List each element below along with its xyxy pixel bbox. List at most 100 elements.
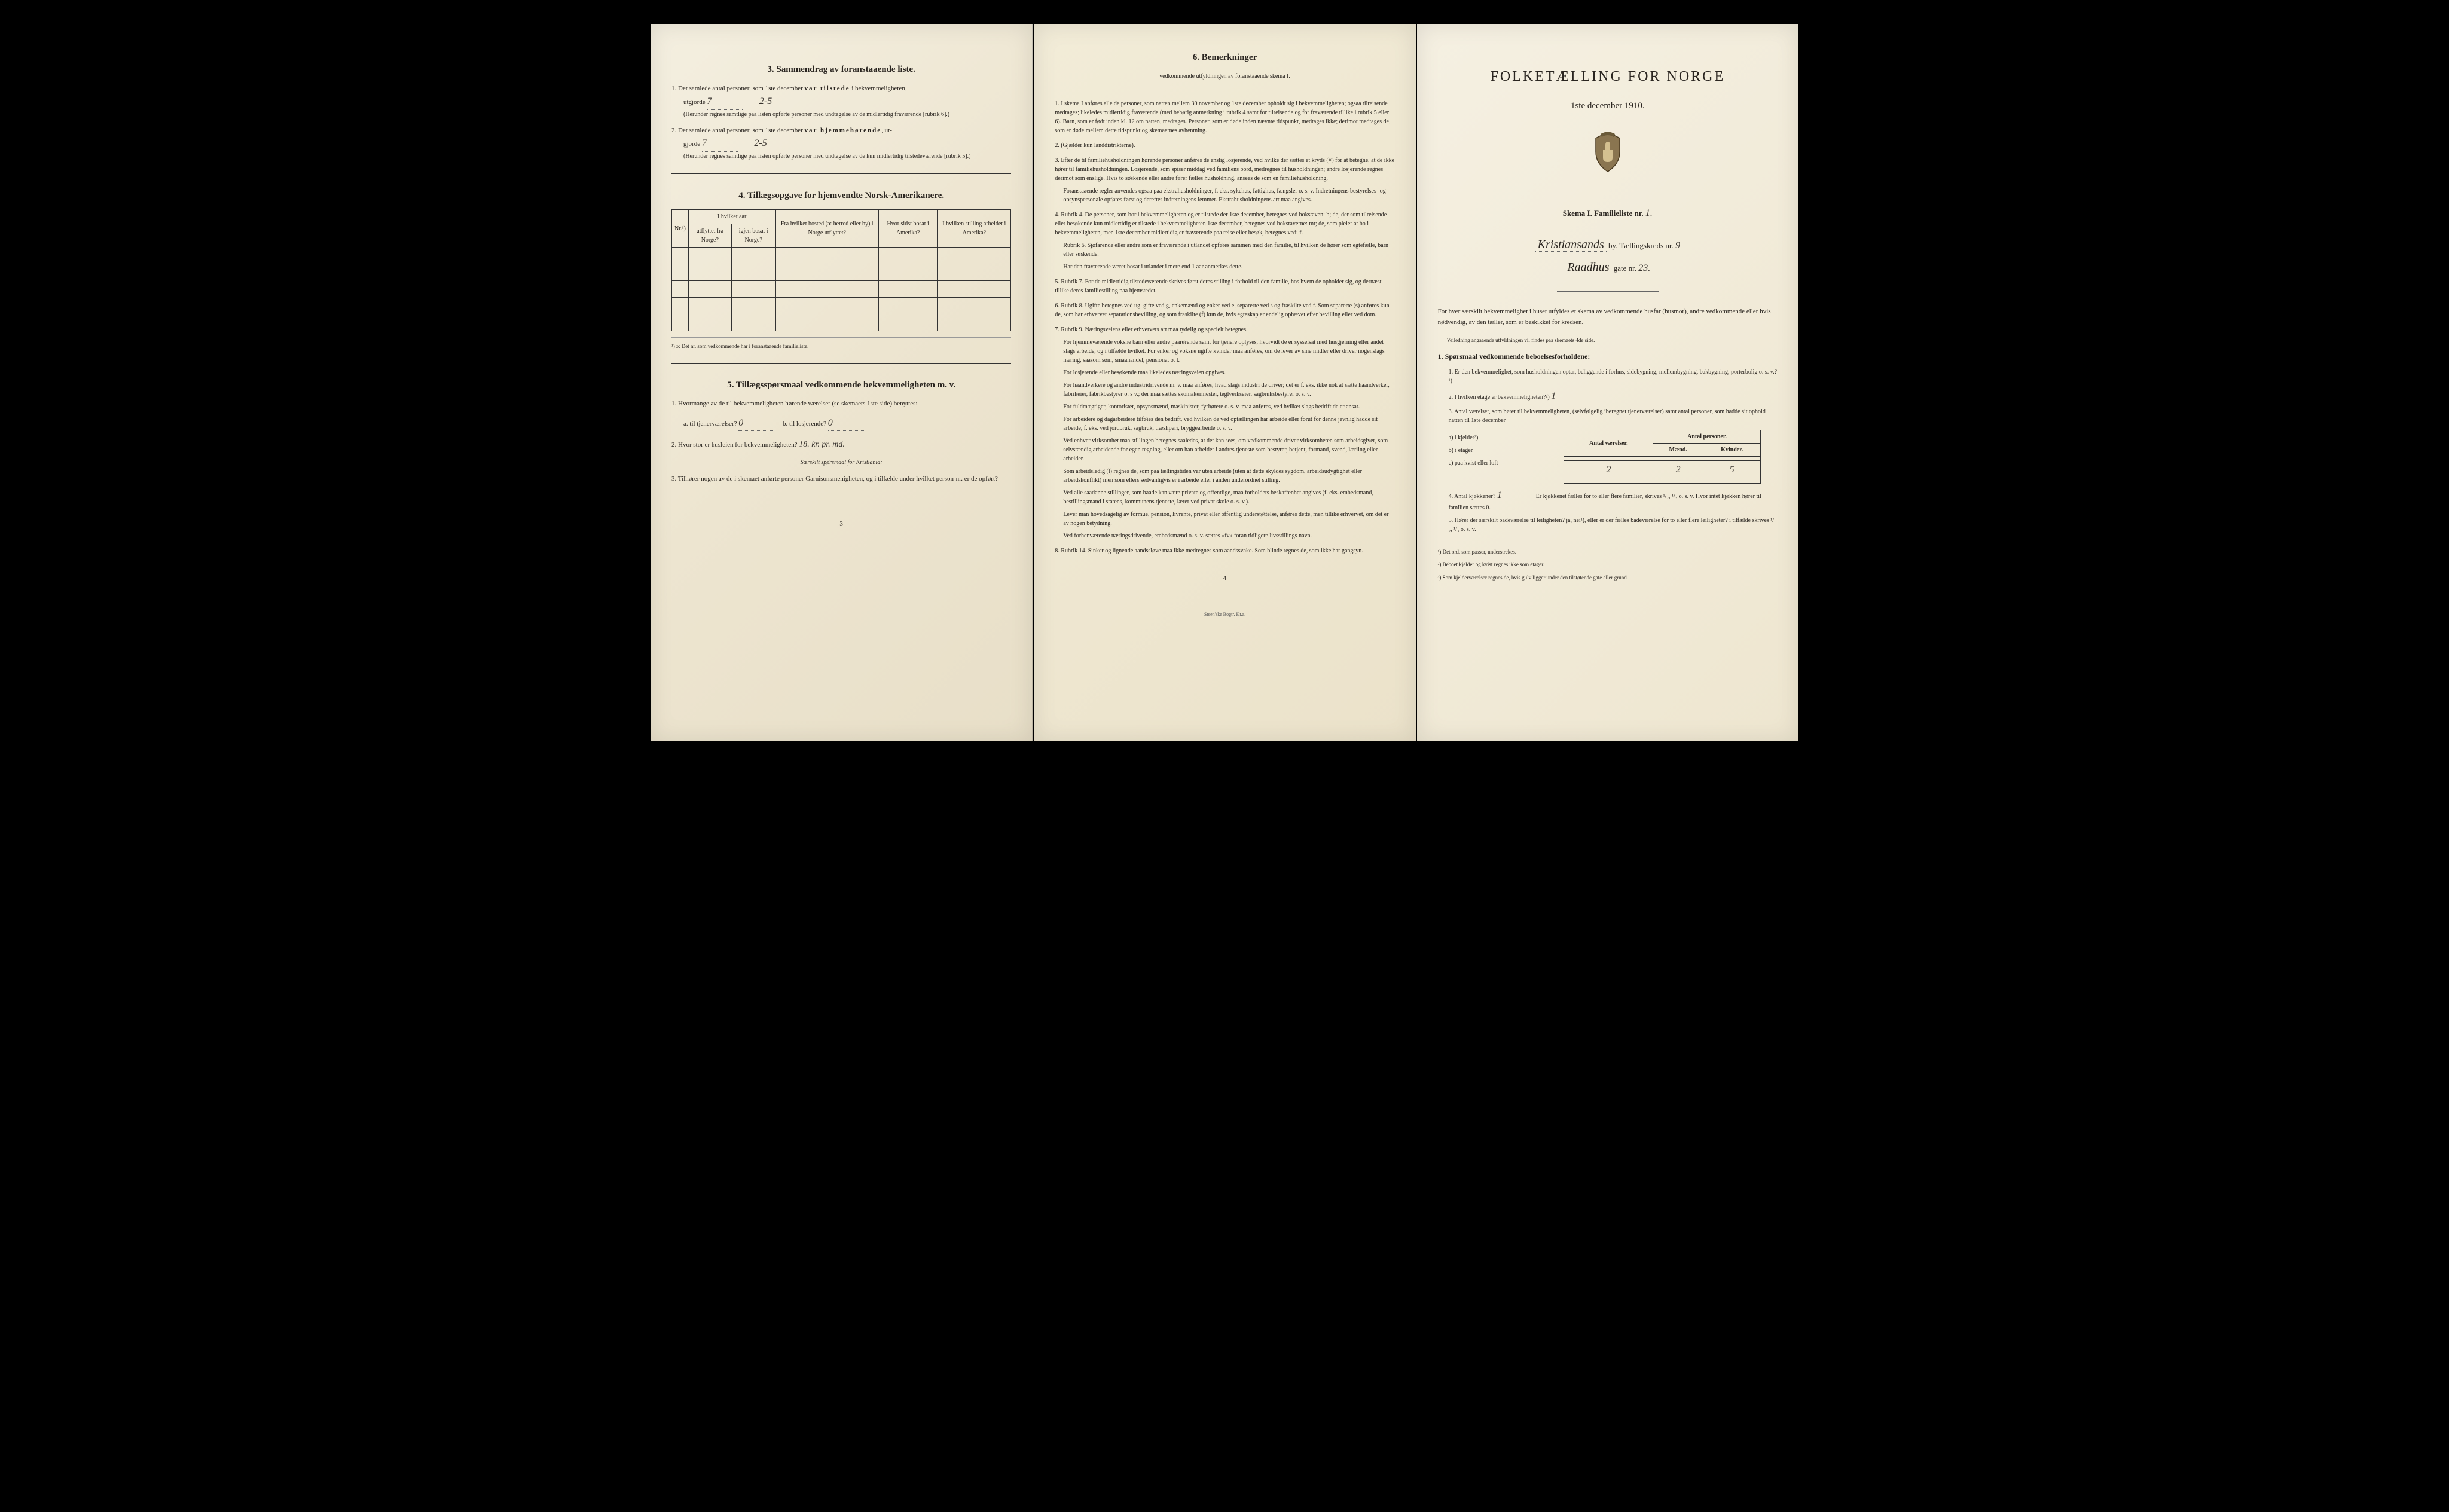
mid-rule <box>1557 291 1659 292</box>
table-row <box>1564 456 1761 460</box>
city-suffix: by. Tællingskreds nr. <box>1608 241 1674 250</box>
rowB-k: 5 <box>1703 460 1761 479</box>
tbl-col1: Nr.¹) <box>672 210 689 248</box>
item2-bold: var hjemmehørende <box>805 127 882 134</box>
footnote-rule <box>671 337 1011 338</box>
item2-val2: 2-5 <box>754 138 767 148</box>
bemerkning-item: 5. Rubrik 7. For de midlertidig tilstede… <box>1055 277 1394 295</box>
table-row <box>672 314 1011 331</box>
divider-45 <box>671 363 1011 364</box>
publisher: Steen'ske Bogtr. Kr.a. <box>1055 611 1394 618</box>
bemerkninger-list: 1. I skema I anføres alle de personer, s… <box>1055 99 1394 555</box>
item1-note: (Herunder regnes samtlige paa listen opf… <box>671 110 1011 120</box>
section5-q2: 2. Hvor stor er husleien for bekvemmelig… <box>671 438 1011 451</box>
rowB-v: 2 <box>1564 460 1653 479</box>
sp4: 4. Antal kjøkkener? 1 Er kjøkkenet fælle… <box>1449 488 1778 512</box>
item2-pre: 2. Det samlede antal personer, som 1ste … <box>671 127 803 134</box>
bemerkning-item: 1. I skema I anføres alle de personer, s… <box>1055 99 1394 135</box>
sp5: 5. Hører der særskilt badeværelse til le… <box>1449 516 1778 534</box>
city-name: Kristiansands <box>1535 238 1607 252</box>
rooms-table: Antal værelser. Antal personer. Mænd. Kv… <box>1564 430 1761 484</box>
section5-q1: 1. Hvormange av de til bekvemmeligheten … <box>671 399 1011 409</box>
tbl-col3: Fra hvilket bosted (ɔ: herred eller by) … <box>775 210 878 248</box>
sp2-pre: 2. I hvilken etage er bekvemmeligheten?²… <box>1449 394 1550 401</box>
section3-item1: 1. Det samlede antal personer, som 1ste … <box>671 84 1011 120</box>
rowC-label: c) paa kvist eller loft <box>1449 459 1564 468</box>
table-row: 2 2 5 <box>1564 460 1761 479</box>
intro-para: For hver særskilt bekvemmelighet i huset… <box>1438 307 1778 328</box>
bemerkning-item: 7. Rubrik 9. Næringsveiens eller erhverv… <box>1055 325 1394 540</box>
tbl-col4: Hvor sidst bosat i Amerika? <box>878 210 937 248</box>
table-row <box>672 248 1011 264</box>
page-number-4: 4 <box>1055 573 1394 584</box>
sp2-val: 1 <box>1551 391 1556 401</box>
kristiania-note: Særskilt spørsmaal for Kristiania: <box>671 458 1011 467</box>
rowA-label: a) i kjelder³) <box>1449 433 1564 442</box>
page-right: FOLKETÆLLING FOR NORGE 1ste december 191… <box>1417 24 1798 741</box>
table-row <box>672 298 1011 314</box>
spors-list: 1. Er den bekvemmelighet, som husholdnin… <box>1438 368 1778 534</box>
city-line: Kristiansands by. Tællingskreds nr. 9 <box>1438 236 1778 253</box>
tbl-col5: I hvilken stilling arbeidet i Amerika? <box>938 210 1011 248</box>
bemerkning-item: 4. Rubrik 4. De personer, som bor i bekv… <box>1055 210 1394 271</box>
bemerkning-item: 2. (Gjælder kun landdistrikterne). <box>1055 141 1394 150</box>
item1-pre: 1. Det samlede antal personer, som 1ste … <box>671 85 803 92</box>
item2-note: (Herunder regnes samtlige paa listen opf… <box>671 152 1011 161</box>
skema-num: 1. <box>1645 208 1653 218</box>
item2-val1: 7 <box>702 136 738 152</box>
crest-icon <box>1438 131 1778 176</box>
rowB-label: b) i etager <box>1449 446 1564 455</box>
date-subtitle: 1ste december 1910. <box>1438 99 1778 113</box>
section5-q1ab: a. til tjenerværelser? 0 b. til losjeren… <box>671 416 1011 431</box>
item1-post: i bekvemmeligheten, <box>851 85 906 92</box>
divider-34 <box>671 173 1011 174</box>
veiledning: Veiledning angaaende utfyldningen vil fi… <box>1438 337 1778 345</box>
sp2: 2. I hvilken etage er bekvemmeligheten?²… <box>1449 389 1778 404</box>
section4-footnote: ¹) ɔ: Det nr. som vedkommende har i fora… <box>671 343 1011 351</box>
q1a-val: 0 <box>738 416 774 431</box>
item1-bold: var tilstede <box>805 85 850 92</box>
page-number-3: 3 <box>671 519 1011 529</box>
item2-post: , ut- <box>881 127 892 134</box>
q1b-label: b. til losjerende? <box>783 420 826 427</box>
sp1: 1. Er den bekvemmelighet, som husholdnin… <box>1449 368 1778 386</box>
bemerkning-item: 8. Rubrik 14. Sinker og lignende aandssl… <box>1055 546 1394 555</box>
page-left: 3. Sammendrag av foranstaaende liste. 1.… <box>651 24 1033 741</box>
skema-line: Skema I. Familieliste nr. 1. <box>1438 206 1778 221</box>
skema-label: Skema I. Familieliste nr. <box>1563 209 1644 218</box>
q2-label: 2. Hvor stor er husleien for bekvemmelig… <box>671 441 797 448</box>
rooms-h2: Antal personer. <box>1653 430 1761 443</box>
rooms-h1: Antal værelser. <box>1564 430 1653 456</box>
section5-title: 5. Tillægsspørsmaal vedkommende bekvemme… <box>671 378 1011 392</box>
table-row <box>672 281 1011 298</box>
spors-heading: 1. Spørsmaal vedkommende beboelsesforhol… <box>1438 351 1778 362</box>
sp4-post: Er kjøkkenet fælles for to eller flere f… <box>1449 493 1761 511</box>
sp4-val: 1 <box>1497 488 1533 503</box>
tbl-col2b: igjen bosat i Norge? <box>731 224 775 248</box>
item1-line2-pre: utgjorde <box>671 99 706 106</box>
section3-item2: 2. Det samlede antal personer, som 1ste … <box>671 126 1011 161</box>
kreds-num: 9 <box>1675 240 1680 251</box>
item1-val1: 7 <box>707 94 743 110</box>
street-name: Raadhus <box>1565 261 1611 274</box>
q2-val: 18. kr. pr. md. <box>799 440 845 449</box>
fn1: ¹) Det ord, som passer, understrekes. <box>1438 548 1778 557</box>
tbl-col2-top: I hvilket aar <box>688 210 775 224</box>
rooms-h2b: Kvinder. <box>1703 443 1761 456</box>
section6-subtitle: vedkommende utfyldningen av foranstaaend… <box>1055 72 1394 81</box>
section6-title: 6. Bemerkninger <box>1055 51 1394 65</box>
sp4-pre: 4. Antal kjøkkener? <box>1449 493 1496 500</box>
q1a-label: a. til tjenerværelser? <box>683 420 737 427</box>
norwegian-american-table: Nr.¹) I hvilket aar Fra hvilket bosted (… <box>671 209 1011 331</box>
table-row <box>1564 479 1761 483</box>
item1-val2: 2-5 <box>759 96 772 106</box>
street-line: Raadhus gate nr. 23. <box>1438 258 1778 276</box>
section4-title: 4. Tillægsopgave for hjemvendte Norsk-Am… <box>671 189 1011 203</box>
q1b-val: 0 <box>828 416 864 431</box>
gate-num: 23. <box>1638 263 1650 273</box>
bemerkning-item: 3. Efter de til familiehusholdningen hør… <box>1055 156 1394 204</box>
fn3: ³) Som kjelderværelser regnes de, hvis g… <box>1438 574 1778 582</box>
sp3: 3. Antal værelser, som hører til bekvemm… <box>1449 407 1778 425</box>
item2-line2-pre: gjorde <box>671 140 700 148</box>
rowB-m: 2 <box>1653 460 1703 479</box>
